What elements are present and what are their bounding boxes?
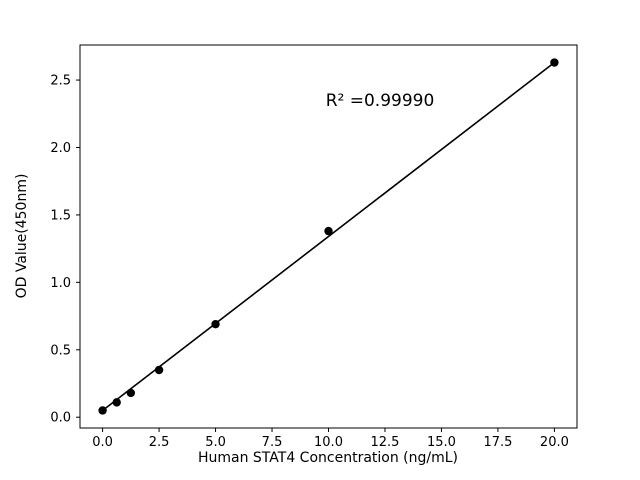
y-tick-label: 0.5 — [50, 343, 71, 358]
y-tick-label: 1.0 — [50, 276, 71, 291]
x-tick-label: 2.5 — [149, 435, 170, 450]
data-point — [211, 319, 220, 329]
x-tick-label: 12.5 — [371, 435, 400, 450]
data-point — [550, 58, 559, 67]
x-tick-label: 5.0 — [205, 435, 226, 450]
fit-line — [102, 61, 555, 412]
x-tick-label: 15.0 — [427, 435, 456, 450]
x-tick-label: 7.5 — [262, 435, 283, 450]
x-tick-label: 17.5 — [483, 435, 512, 450]
y-tick-label: 2.0 — [50, 141, 71, 156]
y-tick-label: 0.0 — [50, 411, 71, 426]
data-point — [112, 398, 121, 407]
x-tick-label: 10.0 — [314, 435, 343, 450]
r-squared-annotation: R² =0.99990 — [326, 91, 435, 111]
plot-area: 0.0 2.5 5.0 7.5 10.0 12.5 15.0 17.5 20.0 0.0 0.5 1.… — [50, 44, 578, 450]
y-tick-label: 1.5 — [50, 208, 71, 223]
x-axis-label: Human STAT4 Concentration (ng/mL) — [198, 450, 458, 466]
data-point — [154, 365, 164, 375]
x-tick-label: 0.0 — [92, 435, 113, 450]
data-point — [126, 388, 136, 398]
x-tick-label: 20.0 — [540, 435, 569, 450]
y-tick-label: 2.5 — [50, 74, 71, 89]
y-axis-label: OD Value(450nm) — [14, 174, 30, 299]
data-point — [98, 406, 107, 415]
data-point — [324, 226, 333, 236]
